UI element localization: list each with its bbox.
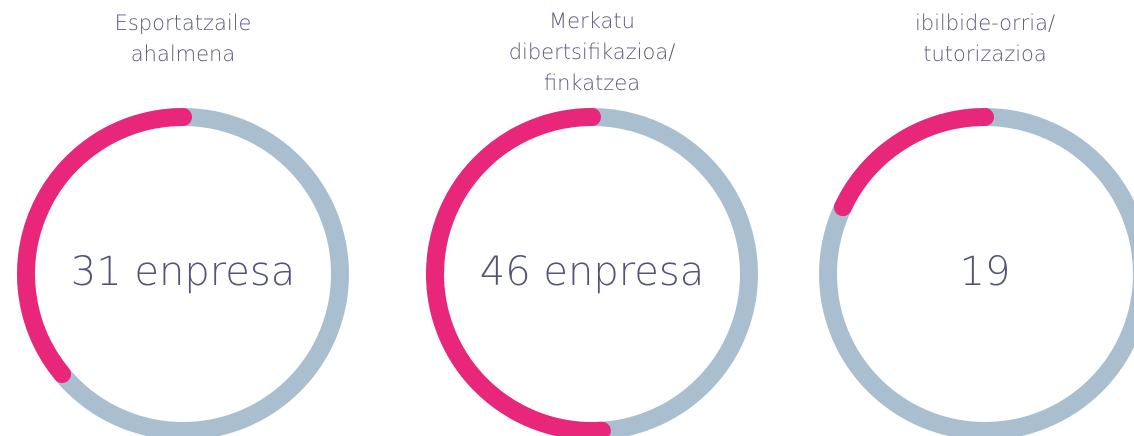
ring-label: dibertsifikazioa/ — [509, 40, 676, 64]
ring-label: Esportatzaile — [115, 11, 252, 35]
ring-arc — [17, 108, 192, 384]
ring-value: 46 enpresa — [480, 249, 705, 295]
ring-label: tutorizazioa — [923, 42, 1047, 66]
ring-label: ahalmena — [131, 42, 235, 66]
ring-value: 19 — [960, 249, 1011, 295]
ring-label: Merkatu — [549, 9, 635, 33]
ring-arc — [833, 108, 994, 217]
ring-label: ibilbide-orria/ — [915, 11, 1055, 35]
ring-value: 31 enpresa — [71, 249, 296, 295]
ring-arc — [426, 108, 611, 436]
ring-label: finkatzea — [544, 71, 640, 95]
